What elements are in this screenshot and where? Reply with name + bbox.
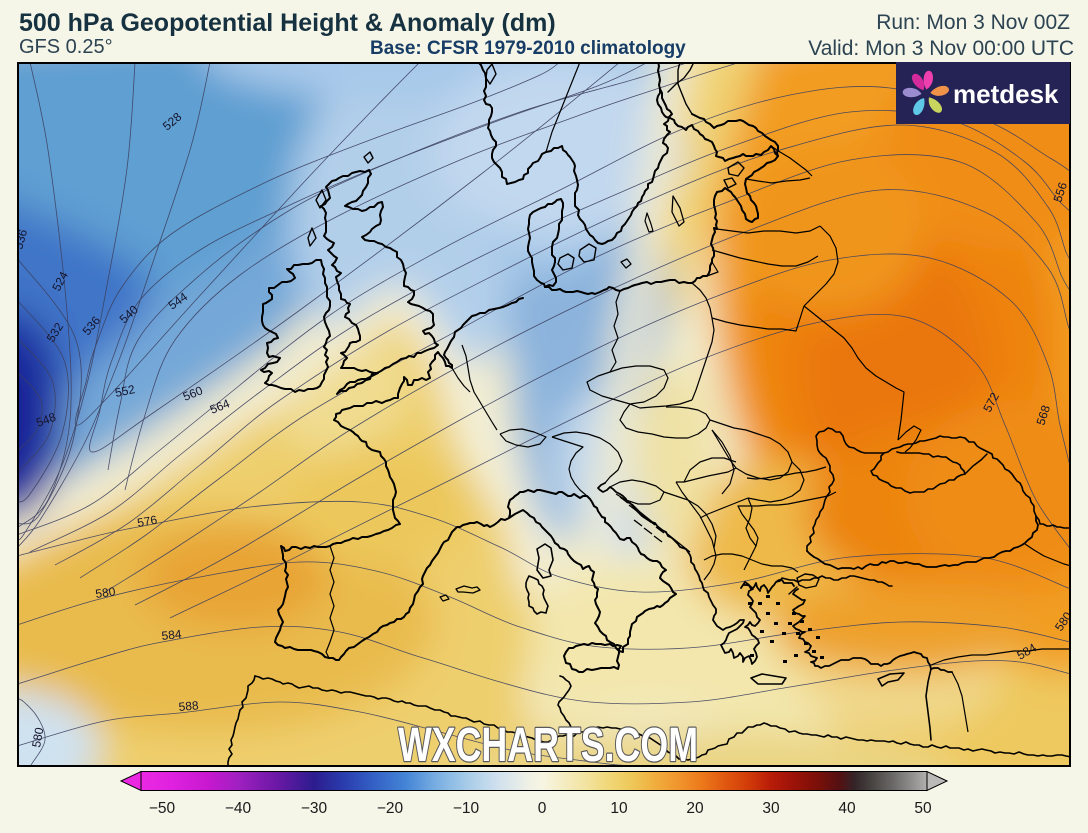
svg-text:552: 552: [114, 382, 137, 400]
svg-text:556: 556: [1051, 180, 1069, 204]
svg-text:−30: −30: [301, 800, 328, 817]
svg-text:50: 50: [914, 800, 932, 817]
svg-text:−20: −20: [377, 800, 404, 817]
svg-text:548: 548: [34, 410, 58, 430]
svg-text:−40: −40: [225, 800, 252, 817]
svg-text:580: 580: [29, 726, 46, 748]
svg-text:10: 10: [610, 800, 628, 817]
svg-text:576: 576: [136, 513, 158, 530]
svg-text:−10: −10: [453, 800, 480, 817]
svg-text:20: 20: [686, 800, 704, 817]
svg-text:WXCHARTS.COM: WXCHARTS.COM: [398, 719, 698, 765]
svg-text:536: 536: [19, 227, 30, 250]
svg-text:−50: −50: [149, 800, 176, 817]
svg-text:588: 588: [178, 698, 199, 714]
svg-text:30: 30: [762, 800, 780, 817]
svg-text:584: 584: [161, 627, 183, 643]
svg-text:0: 0: [538, 800, 547, 817]
svg-text:40: 40: [838, 800, 856, 817]
svg-text:568: 568: [1034, 403, 1054, 427]
svg-text:580: 580: [94, 584, 116, 601]
